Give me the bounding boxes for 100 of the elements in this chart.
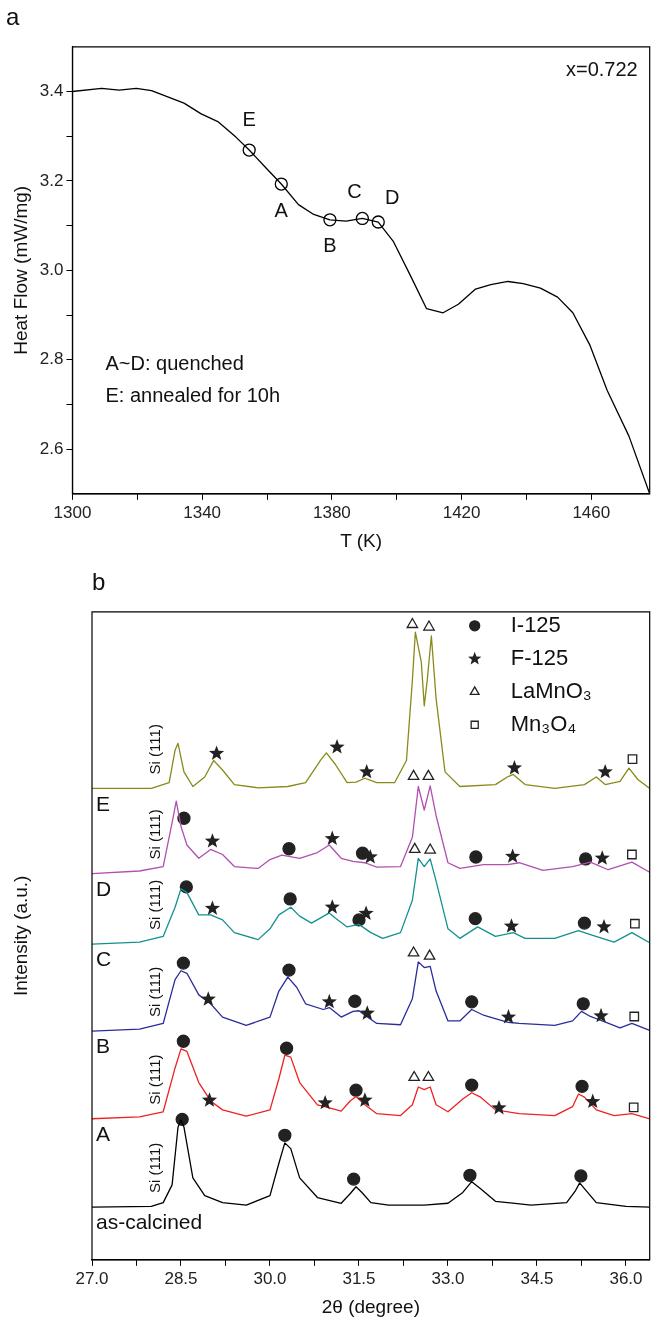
point <box>359 763 375 779</box>
point <box>500 1009 517 1024</box>
x-tick-label: 1340 <box>183 502 222 522</box>
point <box>324 899 340 914</box>
point <box>463 1168 477 1182</box>
annotation: Si (111) <box>146 966 164 1018</box>
x-tick-label: 1420 <box>442 502 481 522</box>
y-tick-label: 2.6 <box>39 438 64 458</box>
point <box>629 1011 640 1022</box>
point <box>282 963 296 977</box>
point <box>469 850 483 864</box>
point <box>406 617 419 629</box>
point <box>283 892 297 906</box>
point <box>278 1128 292 1142</box>
series-label: as-calcined <box>96 1210 203 1234</box>
chart-title: a <box>6 3 20 31</box>
point <box>593 1007 609 1023</box>
annotation: Si (111) <box>146 1054 164 1105</box>
point <box>201 1092 218 1107</box>
annotation: A~D: quenched <box>105 351 244 374</box>
point <box>596 918 612 934</box>
legend-label: Mn₃O₄ <box>510 710 577 736</box>
y-tick-label: 3.4 <box>39 81 64 101</box>
series-label: D <box>96 876 112 900</box>
point <box>585 1093 601 1109</box>
point <box>177 811 191 825</box>
point <box>348 994 362 1008</box>
point <box>321 993 337 1009</box>
point <box>357 1092 373 1107</box>
point <box>407 769 420 780</box>
x-tick-label: 30.0 <box>253 1268 287 1288</box>
point <box>629 918 640 929</box>
x-tick-label: 34.5 <box>520 1268 554 1288</box>
y-tick-label: 2.8 <box>39 349 64 369</box>
point <box>575 1079 589 1094</box>
point <box>424 843 437 854</box>
point <box>346 1172 361 1186</box>
series-label: E <box>96 791 111 815</box>
point <box>578 852 593 866</box>
point <box>422 1070 435 1082</box>
point <box>627 754 638 765</box>
point <box>359 1005 375 1020</box>
x-tick-label: 1460 <box>572 502 611 522</box>
legend-label: LaMnO₃ <box>510 677 592 703</box>
point <box>465 995 479 1009</box>
point <box>200 991 216 1006</box>
annotation: A <box>274 198 289 221</box>
annotation: E <box>242 107 256 130</box>
series-label: A <box>96 1122 111 1146</box>
x-tick-label: 1300 <box>53 502 92 522</box>
point <box>423 620 435 631</box>
point <box>329 739 345 754</box>
point <box>179 880 193 894</box>
series-label: B <box>96 1034 111 1058</box>
annotation: D <box>385 185 400 208</box>
point <box>317 1094 333 1110</box>
point <box>282 842 296 856</box>
point <box>208 745 225 760</box>
legend-label: F-125 <box>510 644 569 670</box>
point <box>408 842 421 854</box>
point <box>574 1169 588 1183</box>
point <box>597 763 613 779</box>
annotation: Si (111) <box>146 879 164 931</box>
annotation: Si (111) <box>146 1142 164 1194</box>
x-tick-label: 27.0 <box>75 1268 109 1288</box>
point <box>176 1034 191 1048</box>
point <box>468 912 482 926</box>
series-label: C <box>96 947 112 971</box>
point <box>324 830 340 846</box>
point <box>279 1041 294 1055</box>
x-tick-label: 36.0 <box>609 1268 643 1288</box>
point <box>576 997 590 1011</box>
legend-label: I-125 <box>510 611 561 637</box>
point <box>423 949 436 960</box>
y-tick-label: 3.2 <box>39 170 64 190</box>
annotation: E: annealed for 10h <box>105 383 281 406</box>
annotation: Si (111) <box>146 724 164 775</box>
point <box>465 1078 479 1092</box>
point <box>349 1083 363 1097</box>
x-tick-label: 33.0 <box>431 1268 465 1288</box>
point <box>594 850 610 865</box>
point <box>506 760 523 775</box>
point <box>204 900 221 915</box>
point <box>408 1070 421 1082</box>
point <box>505 848 521 863</box>
annotation: B <box>323 234 337 257</box>
y-axis-title: Heat Flow (mW/mg) <box>9 185 31 355</box>
point <box>358 905 374 921</box>
point <box>491 1099 507 1115</box>
annotation: Si (111) <box>146 809 164 860</box>
point <box>422 769 435 780</box>
x-axis-title: T (K) <box>340 529 382 551</box>
point <box>204 833 221 848</box>
point <box>627 849 637 860</box>
x-tick-label: 31.5 <box>342 1268 376 1288</box>
point <box>503 918 520 933</box>
x-tick-label: 28.5 <box>164 1268 198 1288</box>
annotation: x=0.722 <box>565 58 638 81</box>
point <box>176 956 191 970</box>
x-axis-title: 2θ (degree) <box>321 1295 420 1317</box>
